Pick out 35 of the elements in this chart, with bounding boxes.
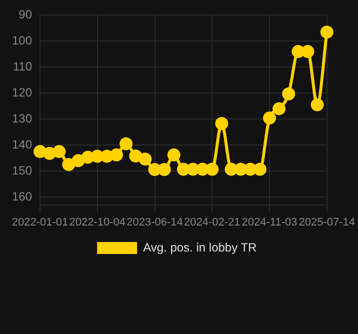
- x-tick-label: 2023-06-14: [126, 216, 183, 228]
- x-tick-label: 2022-10-04: [69, 216, 126, 228]
- y-tick-label: 90: [18, 8, 32, 22]
- y-tick-label: 110: [12, 59, 32, 74]
- point: [301, 45, 314, 58]
- x-tick-label: 2024-02-21: [184, 216, 240, 228]
- point: [52, 145, 66, 158]
- point: [282, 87, 296, 100]
- point: [215, 117, 228, 130]
- point: [206, 162, 219, 176]
- point: [263, 112, 276, 125]
- point: [310, 98, 324, 112]
- point: [62, 158, 76, 172]
- y-tick-label: 120: [12, 85, 32, 100]
- point: [138, 152, 152, 166]
- y-tick-label: 100: [12, 33, 32, 48]
- point: [110, 148, 124, 162]
- y-tick-label: 150: [12, 163, 32, 178]
- point: [120, 137, 133, 150]
- point: [158, 162, 171, 176]
- point: [272, 102, 286, 116]
- point: [34, 145, 47, 158]
- point: [72, 154, 85, 168]
- point: [129, 149, 142, 162]
- point: [167, 148, 180, 162]
- x-tick-label: 2024-11-03: [242, 216, 298, 228]
- y-tick-label: 130: [12, 111, 32, 126]
- point: [320, 26, 334, 39]
- legend-label: Avg. pos. in lobby TR: [143, 240, 258, 254]
- y-tick-label: 140: [12, 137, 32, 152]
- y-tick-label: 160: [12, 189, 32, 204]
- x-tick-label: 2025-07-14: [298, 216, 356, 228]
- x-tick-label: 2022-01-01: [12, 216, 68, 228]
- point: [253, 162, 266, 176]
- point: [43, 146, 56, 160]
